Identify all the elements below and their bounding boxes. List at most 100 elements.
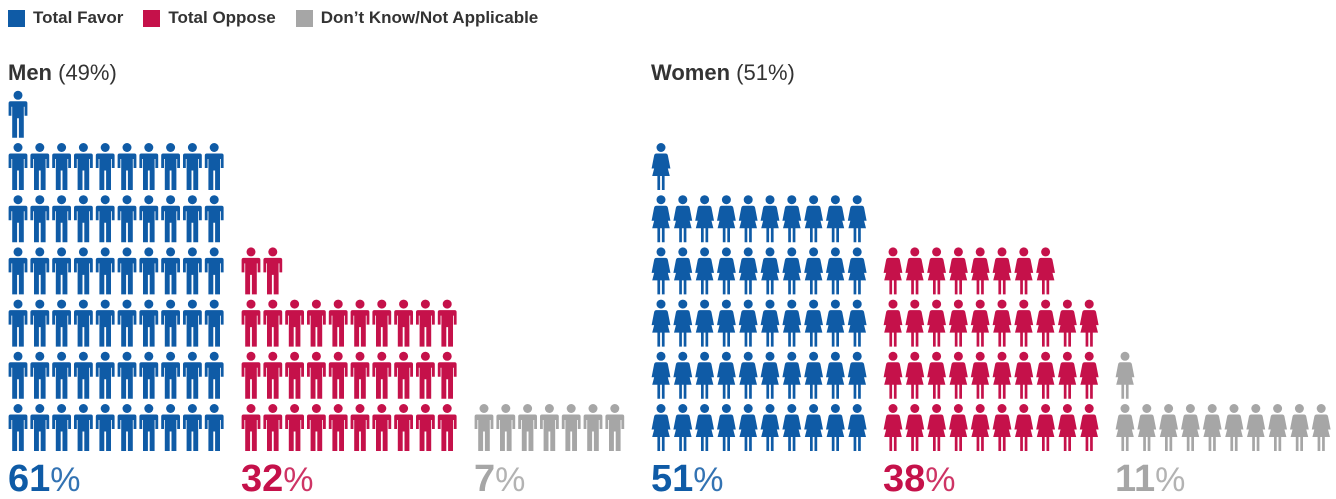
men-favor-person-icon (30, 195, 50, 243)
women-favor-person-icon (804, 247, 823, 295)
men-favor-person-icon (95, 195, 115, 243)
women-oppose-person-icon (927, 351, 946, 399)
men-favor-person-icon (183, 195, 202, 243)
women-oppose-person-icon (1058, 404, 1077, 451)
men-favor-person-icon (95, 351, 115, 399)
legend-item-favor: Total Favor (8, 8, 123, 28)
men-favor-person-icon (161, 143, 180, 190)
women-oppose-person-icon (927, 299, 946, 347)
men-favor-person-icon (30, 247, 50, 295)
women-oppose-person-icon (992, 299, 1012, 347)
women-oppose-person-icon (905, 404, 925, 451)
men-favor-person-icon (139, 195, 159, 243)
men-favor-person-icon (52, 299, 71, 347)
women-oppose-person-icon (1036, 247, 1055, 295)
women-oppose-person-icon (905, 299, 925, 347)
men-favor-person-icon (95, 404, 115, 451)
women-favor-person-icon (717, 299, 736, 347)
women-dont-know-person-icon (1137, 404, 1157, 451)
women-oppose-person-icon (949, 404, 968, 451)
women-oppose-person-icon (1014, 247, 1034, 295)
men-favor-person-icon (139, 299, 159, 347)
men-title: Men (8, 60, 52, 85)
women-favor-person-icon (782, 247, 802, 295)
women-favor-person-icon (717, 195, 736, 243)
women-favor-person-icon (695, 195, 714, 243)
men-favor-person-icon (95, 247, 115, 295)
women-oppose-person-icon (1079, 299, 1099, 347)
women-favor-person-icon (673, 404, 693, 451)
men-favor-person-icon (8, 143, 28, 190)
men-oppose-person-icon (416, 404, 435, 451)
men-oppose-person-icon (263, 351, 283, 399)
women-oppose-person-icon (1036, 299, 1055, 347)
women-oppose-person-icon (992, 404, 1012, 451)
women-favor-person-icon (738, 351, 758, 399)
women-favor-person-icon (695, 247, 714, 295)
women-favor-person-icon (651, 404, 671, 451)
women-favor-person-icon (717, 351, 736, 399)
men-favor-person-icon (8, 90, 28, 138)
women-favor-person-icon (673, 195, 693, 243)
women-oppose-person-icon (970, 299, 990, 347)
men-favor-person-icon (161, 247, 180, 295)
men-dont-know-person-icon (605, 404, 625, 451)
women-favor-person-icon (738, 299, 758, 347)
women-oppose-person-icon (1036, 404, 1055, 451)
women-oppose-person-icon (883, 351, 903, 399)
men-dont-know-person-icon (496, 404, 516, 451)
men-favor-person-icon (30, 143, 50, 190)
women-favor-person-icon (673, 247, 693, 295)
men-favor-person-icon (74, 404, 93, 451)
women-dont-know-person-icon (1311, 404, 1331, 451)
women-panel-title: Women (51%) (651, 60, 795, 86)
women-favor-person-icon (651, 351, 671, 399)
men-favor-person-icon (30, 351, 50, 399)
legend-item-dont-know: Don’t Know/Not Applicable (295, 8, 538, 28)
women-oppose-person-icon (970, 404, 990, 451)
legend: Total Favor Total Oppose Don’t Know/Not … (8, 6, 558, 30)
men-favor-person-icon (117, 299, 137, 347)
men-oppose-person-icon (350, 404, 370, 451)
men-oppose-person-icon (263, 404, 283, 451)
women-favor-person-icon (651, 195, 671, 243)
men-favor-person-icon (183, 351, 202, 399)
women-dont-know-person-icon (1268, 404, 1287, 451)
women-favor-person-icon (738, 195, 758, 243)
men-favor-person-icon (117, 351, 137, 399)
men-oppose-person-icon (328, 404, 348, 451)
women-dont-know-person-icon (1224, 404, 1244, 451)
women-favor-person-icon (760, 299, 780, 347)
women-favor-person-icon (847, 247, 867, 295)
men-favor-person-icon (30, 299, 50, 347)
men-favor-person-icon (8, 404, 28, 451)
women-favor-person-icon (782, 351, 802, 399)
women-oppose-percent-label: 38% (883, 458, 956, 499)
men-favor-person-icon (8, 195, 28, 243)
women-favor-person-icon (738, 404, 758, 451)
men-oppose-person-icon (394, 299, 413, 347)
men-oppose-person-icon (416, 351, 435, 399)
men-oppose-person-icon (350, 351, 370, 399)
men-favor-person-icon (52, 247, 71, 295)
men-oppose-person-icon (263, 247, 283, 295)
men-favor-person-icon (117, 195, 137, 243)
women-favor-person-icon (847, 404, 867, 451)
women-dont-know-person-icon (1159, 404, 1178, 451)
women-favor-person-icon (782, 195, 802, 243)
women-oppose-person-icon (1014, 351, 1034, 399)
women-favor-person-icon (651, 299, 671, 347)
men-dont-know-percent-label: 7% (474, 458, 525, 499)
legend-label-oppose: Total Oppose (168, 8, 276, 27)
women-favor-person-icon (673, 299, 693, 347)
men-favor-person-icon (139, 247, 159, 295)
men-oppose-person-icon (241, 299, 261, 347)
women-favor-person-icon (717, 404, 736, 451)
women-dont-know-person-icon (1202, 404, 1222, 451)
men-oppose-person-icon (394, 351, 413, 399)
men-oppose-person-icon (285, 404, 304, 451)
women-oppose-person-icon (1014, 404, 1034, 451)
women-favor-person-icon (717, 247, 736, 295)
women-dont-know-percent-label: 11% (1115, 458, 1185, 499)
